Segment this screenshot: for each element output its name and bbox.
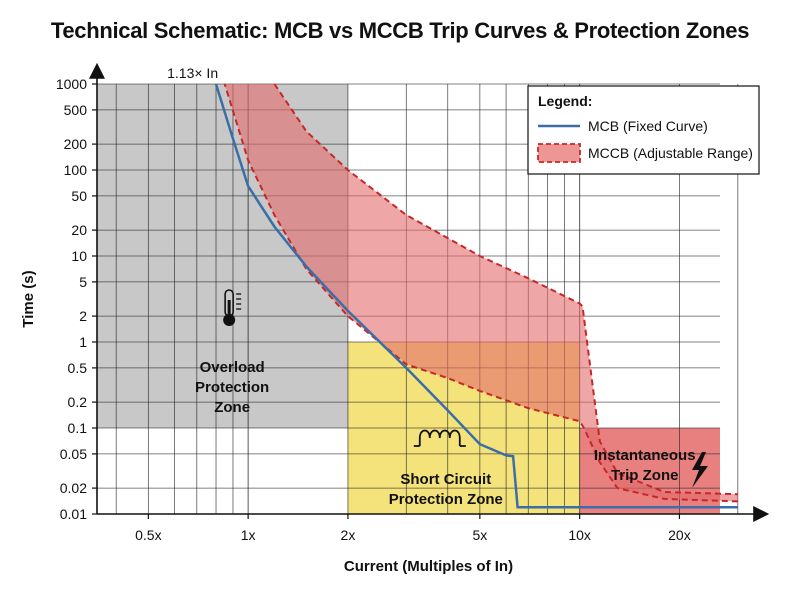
y-tick-label: 0.05 [60,446,87,462]
x-tick-label: 0.5x [135,527,161,543]
legend: Legend: MCB (Fixed Curve) MCCB (Adjustable… [527,85,760,175]
legend-mccb-swatch [537,143,581,163]
annotation-label: 1.13× In [167,65,218,81]
x-tick-label: 10x [568,527,591,543]
zone-label-short-circuit: Short Circuit Protection Zone [389,471,503,508]
y-tick-label: 1 [79,334,87,350]
mcb-curve [214,83,738,509]
x-tick-label: 20x [668,527,691,543]
y-tick-label: 5 [79,274,87,290]
thermometer-icon [223,289,242,326]
mccb-lower-curve [223,83,738,503]
zone-label-line: Trip Zone [611,467,679,484]
x-tick-label: 2x [341,527,356,543]
y-tick-label: 0.1 [68,420,88,436]
zone-label-line: Protection Zone [389,491,503,508]
zone-label-overload: Overload Protection Zone [195,359,269,416]
x-tick-label: 1x [241,527,256,543]
zone-label-line: Instantaneous [594,447,696,464]
y-tick-label: 0.02 [60,480,87,496]
y-tick-label: 20 [71,222,87,238]
zone-label-line: Short Circuit [400,471,491,488]
y-tick-label: 10 [71,248,87,264]
zone-label-line: Overload [200,359,265,376]
coil-winding [418,429,461,446]
x-axis-label: Current (Multiples of In) [344,558,513,575]
y-tick-label: 1000 [56,76,87,92]
y-tick-label: 200 [64,136,88,152]
y-tick-label: 0.2 [68,394,88,410]
legend-mccb-label: MCCB (Adjustable Range) [588,145,753,161]
y-tick-label: 50 [71,188,87,204]
y-tick-label: 0.01 [60,506,87,522]
y-tick-label: 2 [79,308,87,324]
coil-icon [413,429,466,447]
y-axis-label: Time (s) [20,270,37,327]
lightning-icon [692,452,708,488]
mccb-upper-curve [273,83,738,496]
y-tick-label: 100 [64,162,88,178]
legend-title: Legend: [538,93,592,109]
zone-label-line: Zone [214,399,250,416]
x-tick-label: 5x [472,527,487,543]
y-tick-label: 0.5 [68,360,88,376]
chart-title: Technical Schematic: MCB vs MCCB Trip Cu… [50,18,750,43]
legend-mcb-label: MCB (Fixed Curve) [588,118,708,134]
y-tick-label: 500 [64,102,88,118]
thermometer-bulb [223,314,236,326]
lightning-bolt [692,452,708,488]
zone-label-instantaneous: Instantaneous Trip Zone [594,447,696,484]
mccb-band-fill [224,84,738,502]
zone-label-line: Protection [195,379,269,396]
